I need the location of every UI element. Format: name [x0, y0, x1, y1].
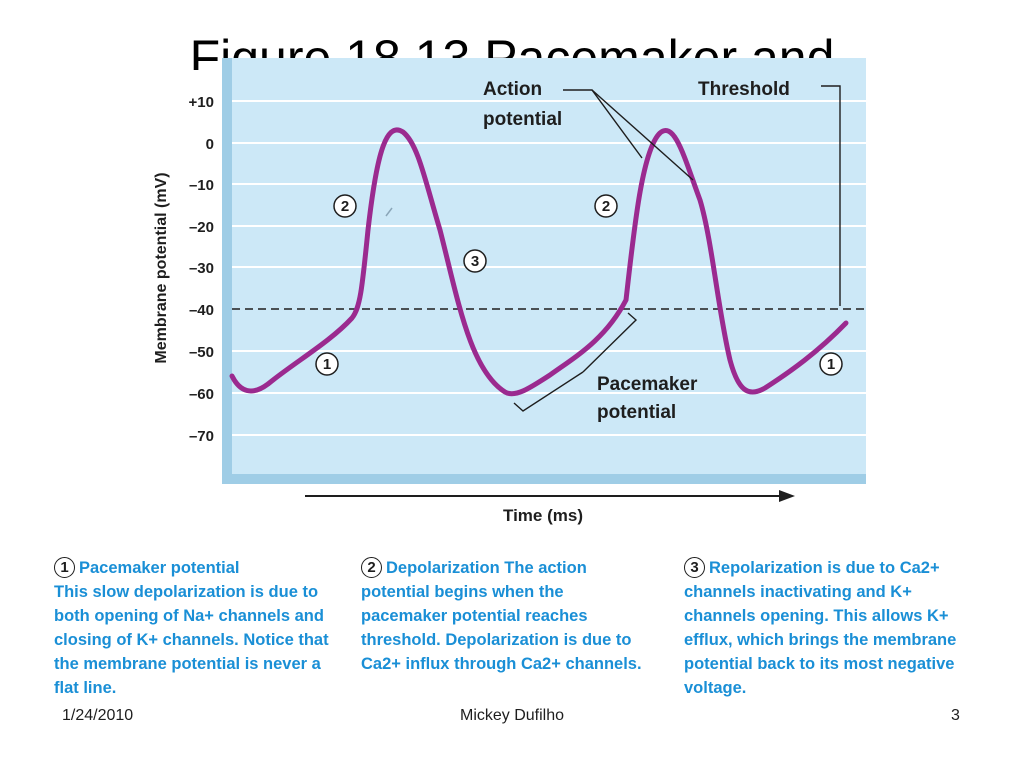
caption-term: Depolarization: [386, 559, 500, 577]
marker-2-number: 2: [341, 198, 349, 215]
pacemaker-bracket: [513, 371, 584, 412]
pacemaker-bracket: [582, 312, 638, 373]
decorative-tick: [385, 207, 393, 217]
marker-2-number: 2: [602, 198, 610, 215]
marker-3-circle: [463, 249, 487, 273]
x-axis-label: Time (ms): [503, 506, 583, 525]
y-tick-label: 0: [206, 136, 214, 153]
caption-repolarization: 3 Repolarization is due to Ca2+ channels …: [684, 556, 984, 700]
y-tick-label: –20: [189, 219, 214, 236]
caption-body: The action potential begins when the pac…: [361, 559, 642, 673]
y-axis-label: Membrane potential (mV): [153, 172, 170, 363]
footer-date: 1/24/2010: [62, 707, 134, 724]
marker-2-circle: [594, 194, 618, 218]
y-tick-label: –50: [189, 344, 214, 361]
caption-body: This slow depolarization is due to both …: [54, 583, 329, 697]
action-potential-pointer: [591, 89, 694, 181]
plot-background: [222, 58, 866, 484]
y-tick-label: –10: [189, 177, 214, 194]
y-tick-label: +10: [189, 94, 214, 111]
footer-author: Mickey Dufilho: [459, 707, 565, 724]
caption-body: is due to Ca2+ channels inactivating and…: [684, 559, 957, 697]
y-tick-label: –60: [189, 386, 214, 403]
marker-1-number: 1: [827, 356, 835, 373]
arrowhead-icon: [779, 490, 795, 502]
caption-number-badge: 3: [684, 557, 705, 578]
caption-depolarization: 2 Depolarization The action potential beg…: [361, 556, 651, 676]
pacemaker-potential-label-line2: potential: [597, 402, 676, 423]
plot-bottom-frame: [222, 474, 866, 484]
threshold-label: Threshold: [698, 79, 790, 100]
caption-term: Repolarization: [709, 559, 823, 577]
caption-pacemaker-potential: 1 Pacemaker potential This slow depolariz…: [54, 556, 329, 700]
caption-number-badge: 1: [54, 557, 75, 578]
marker-3-number: 3: [471, 253, 479, 270]
y-tick-label: –30: [189, 260, 214, 277]
action-potential-label-line2: potential: [483, 109, 562, 130]
footer-page-number: 3: [951, 707, 960, 724]
pacemaker-potential-label-line1: Pacemaker: [597, 374, 698, 395]
y-tick-label: –70: [189, 428, 214, 445]
action-potential-label-line1: Action: [483, 79, 542, 100]
caption-term: Pacemaker potential: [79, 559, 240, 577]
caption-number-badge: 2: [361, 557, 382, 578]
marker-2-circle: [333, 194, 357, 218]
plot-left-frame: [222, 58, 232, 484]
y-tick-label: –40: [189, 302, 214, 319]
marker-1-circle: [819, 352, 843, 376]
marker-1-number: 1: [323, 356, 331, 373]
threshold-pointer: [821, 85, 841, 306]
marker-1-circle: [315, 352, 339, 376]
membrane-potential-trace: [229, 127, 849, 397]
